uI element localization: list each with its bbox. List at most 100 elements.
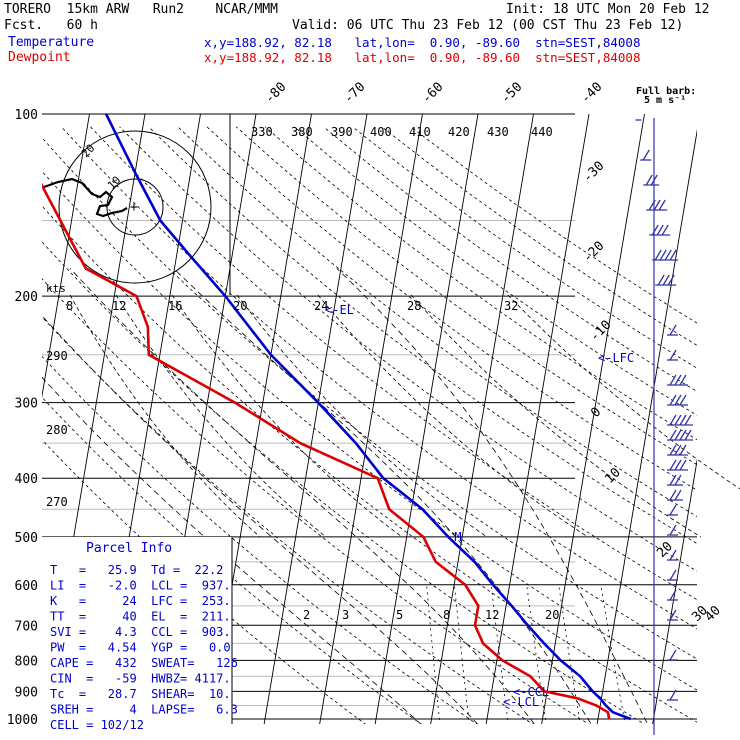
annotation-1: <-LFC <box>598 351 634 365</box>
wind-barb-flag-4-2 <box>661 224 669 236</box>
wind-barb-flag-12-1 <box>674 429 682 441</box>
hodograph-units-label: kts <box>46 282 66 295</box>
mixing-ratio-label-3: 3 <box>342 608 349 622</box>
wind-barb-flag-4-1 <box>656 224 664 236</box>
dry-adiabat-340 <box>61 126 697 630</box>
wind-speed-label-32: 32 <box>504 299 518 313</box>
parcel-info-row-1: LI = -2.0 LCL = 937. <box>50 579 231 593</box>
full-barb-units: 5 m s⁻¹ <box>644 95 686 106</box>
temperature-label-0: 0 <box>588 405 604 421</box>
temperature-legend: Temperature <box>8 35 95 50</box>
wind-speed-labels: 8 12 16 20 24 28 32 <box>66 299 518 313</box>
pressure-label-700: 700 <box>15 619 38 634</box>
dry-adiabat-330 <box>42 137 697 660</box>
dry-adiabat-290 <box>42 278 590 724</box>
mixing-ratio-line-8 <box>526 584 547 724</box>
wind-barb-flag-11-3 <box>684 414 692 426</box>
dry-adiabat-300 <box>42 241 646 724</box>
dry-adiabat-430 <box>323 126 697 392</box>
temperature-label-40: 40 <box>702 603 724 625</box>
hodograph-center-mark: + <box>130 200 138 215</box>
wind-barb-flag-18-0 <box>669 524 677 536</box>
dewpoint-legend: Dewpoint <box>8 50 71 65</box>
parcel-info-row-6: CAPE = 432 SWEAT= 126 <box>50 656 238 670</box>
pressure-label-100: 100 <box>15 108 38 123</box>
parcel-info-row-4: SVI = 4.3 CCL = 903. <box>50 625 231 639</box>
wind-barb-flag-11-1 <box>674 414 682 426</box>
isotherm-10 <box>541 114 645 724</box>
wind-speed-label-16: 16 <box>168 299 182 313</box>
annotation-4: <-LCL <box>503 695 539 709</box>
wind-speed-isoline-6 <box>507 294 740 490</box>
valid-time-label: Valid: 06 UTC Thu 23 Feb 12 (00 CST Thu … <box>292 18 684 33</box>
wind-barb-flag-21-0 <box>669 589 677 601</box>
hodograph-trace <box>43 177 128 218</box>
dewpoint-location: x,y=188.92, 82.18 lat,lon= 0.90, -89.60 … <box>204 50 641 65</box>
dry-adiabat-390 <box>206 126 697 491</box>
wind-barb-flag-17-0 <box>669 504 677 516</box>
moist-adiabat--10 <box>42 376 422 724</box>
parcel-info-panel: Parcel Info T = 25.9 Td = 22.2 LI = -2.0 … <box>42 537 238 732</box>
pressure-label-200: 200 <box>15 290 38 305</box>
wind-speed-label-24: 24 <box>314 299 328 313</box>
wind-barb-flag-2-0 <box>645 174 653 186</box>
wind-barb-flag-24-0 <box>669 689 677 701</box>
isotherm-lines <box>42 114 697 724</box>
wind-barb-flag-11-0 <box>669 414 677 426</box>
mixing-ratio-line-5 <box>490 584 509 724</box>
wind-speed-isoline-2 <box>171 294 403 538</box>
wind-barb-flag-9-1 <box>674 374 682 386</box>
sounding-curves <box>42 114 632 721</box>
theta-left-label-270: 270 <box>46 495 68 509</box>
isotherm-20 <box>596 129 697 724</box>
wind-barb-flag-5-0 <box>654 249 662 261</box>
dry-adiabat-360 <box>119 126 697 572</box>
hodograph-ring-10 <box>106 178 164 236</box>
mixing-ratio-line-2 <box>426 584 441 724</box>
isotherm-30 <box>652 458 697 724</box>
moist-adiabat-30 <box>336 268 648 724</box>
wind-speed-isoline-5 <box>410 294 702 538</box>
wind-barb-flag-14-1 <box>674 459 682 471</box>
wind-speed-isoline-3 <box>236 294 488 538</box>
annotation-0: <-EL <box>325 303 354 317</box>
mixing-ratio-line-12 <box>558 584 581 724</box>
pressure-label-300: 300 <box>15 397 38 412</box>
theta-label-410: 410 <box>409 125 431 139</box>
model-run-label: TORERO 15km ARW Run2 NCAR/MMM <box>4 2 278 17</box>
wind-barb-flag-19-0 <box>669 549 677 561</box>
wind-barb-flag-3-1 <box>653 199 661 211</box>
wind-barb-flag-4-0 <box>651 224 659 236</box>
dry-adiabat-370 <box>148 126 697 544</box>
mixing-ratio-line-20 <box>600 584 626 724</box>
parcel-info-row-7: CIN = -59 HWBZ= 4117. <box>50 672 231 686</box>
dewpoint-curve <box>42 182 611 720</box>
hodograph-ring-20 <box>58 130 212 284</box>
wind-speed-label-12: 12 <box>112 299 126 313</box>
isotherm--90 <box>42 114 90 399</box>
dry-adiabat-380 <box>177 126 697 518</box>
theta-label-420: 420 <box>448 125 470 139</box>
temperature-label--60: -60 <box>419 80 446 107</box>
pressure-label-400: 400 <box>15 472 38 487</box>
dry-adiabat-410 <box>264 126 697 441</box>
parcel-info-row-8: Tc = 28.7 SHEAR= 10. <box>50 687 231 701</box>
wind-barb-flag-6-2 <box>667 274 675 286</box>
wind-barb-flag-1-0 <box>642 149 650 161</box>
moist-adiabat-lines <box>42 268 648 724</box>
parcel-info-row-5: PW = 4.54 YGP = 0.0 <box>50 641 231 655</box>
wind-barb-flag-14-2 <box>679 459 687 471</box>
sounding-header: TORERO 15km ARW Run2 NCAR/MMM Fcst. 60 h… <box>0 0 740 70</box>
pressure-label-800: 800 <box>15 654 38 669</box>
wind-barb-flag-8-0 <box>669 349 677 361</box>
wind-barbs: Full barb: 5 m s⁻¹ <box>635 86 696 735</box>
wind-barb-flag-11-2 <box>679 414 687 426</box>
dry-adiabat-280 <box>42 316 534 724</box>
wind-barb-flag-13-0 <box>669 444 677 456</box>
dry-adiabat-lines <box>42 126 697 724</box>
wind-barb-flag-15-0 <box>669 474 677 486</box>
mixing-ratio-label-5: 5 <box>396 608 403 622</box>
wind-barb-flag-14-0 <box>669 459 677 471</box>
theta-label-330: 330 <box>251 125 273 139</box>
